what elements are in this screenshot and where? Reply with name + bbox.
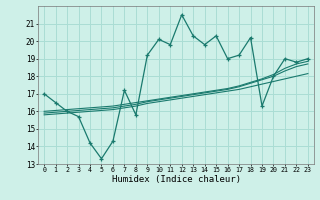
X-axis label: Humidex (Indice chaleur): Humidex (Indice chaleur): [111, 175, 241, 184]
